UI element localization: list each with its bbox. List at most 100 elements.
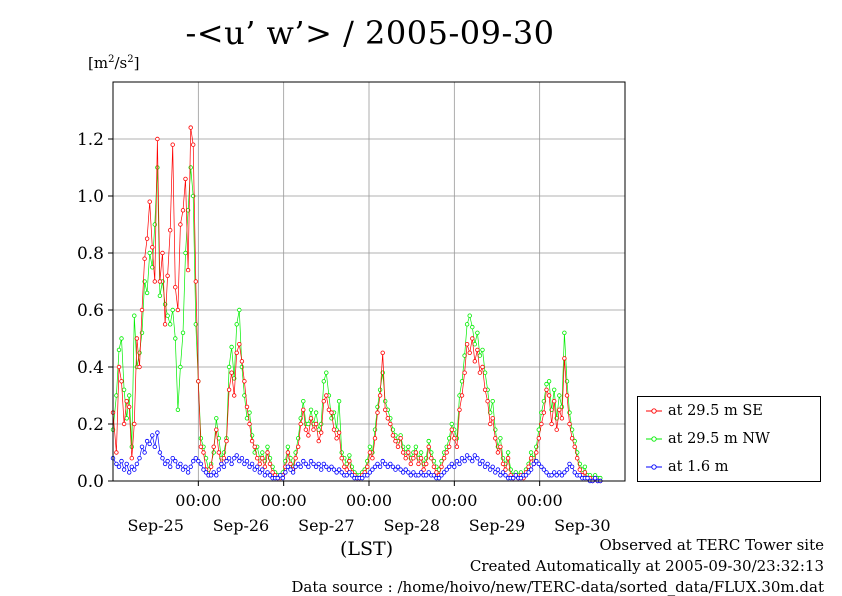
day-label: Sep-28: [383, 516, 439, 535]
data-point: [221, 456, 227, 461]
data-point: [431, 473, 437, 478]
data-point: [208, 464, 214, 469]
data-point: [214, 473, 219, 478]
data-point: [126, 470, 132, 475]
data-point: [283, 470, 288, 475]
data-point: [554, 473, 559, 478]
data-point: [249, 461, 255, 467]
data-point: [313, 410, 319, 415]
data-point: [511, 475, 516, 481]
data-point: [403, 456, 408, 461]
data-point: [393, 438, 398, 444]
data-point: [498, 436, 503, 441]
data-point: [498, 473, 503, 478]
data-point: [321, 461, 326, 467]
data-point: [170, 456, 175, 461]
y-tick-label: 0.0: [77, 472, 104, 492]
data-point: [285, 444, 291, 449]
data-point: [183, 464, 188, 469]
data-point: [400, 470, 406, 475]
data-point: [155, 165, 160, 170]
data-point: [424, 473, 429, 478]
data-point: [162, 322, 168, 327]
data-point: [134, 336, 140, 341]
data-point: [293, 464, 298, 469]
data-point: [567, 461, 572, 467]
data-point: [518, 475, 524, 481]
data-point: [185, 470, 191, 475]
data-point: [124, 416, 129, 421]
data-point: [336, 430, 342, 435]
data-point: [229, 461, 234, 467]
data-point: [296, 444, 301, 449]
data-point: [493, 436, 498, 441]
data-point: [334, 470, 339, 475]
data-point: [482, 370, 488, 375]
data-point: [503, 473, 508, 478]
data-point: [408, 473, 413, 478]
data-point: [557, 407, 562, 412]
data-point: [139, 444, 145, 449]
data-point: [549, 473, 554, 478]
data-point: [260, 467, 265, 472]
data-point: [255, 464, 260, 469]
data-point: [380, 350, 385, 355]
day-label: Sep-29: [469, 516, 525, 535]
data-point: [562, 356, 567, 361]
legend-item-nw: at 29.5 m NW: [646, 429, 770, 449]
data-point: [242, 379, 247, 384]
data-point: [385, 464, 390, 469]
data-point: [467, 313, 472, 318]
data-point: [114, 461, 119, 467]
data-point: [480, 347, 485, 353]
data-point: [231, 393, 237, 398]
data-point: [124, 461, 129, 467]
data-point: [336, 399, 342, 404]
data-point: [470, 324, 475, 330]
data-point: [390, 433, 396, 438]
data-point: [319, 430, 324, 435]
data-point: [321, 399, 326, 404]
data-point: [201, 467, 206, 472]
data-point: [464, 342, 470, 347]
data-point: [554, 427, 559, 432]
data-point: [260, 456, 265, 461]
series-0: [110, 125, 603, 484]
data-point: [564, 393, 570, 398]
data-point: [267, 473, 273, 478]
data-point: [457, 407, 462, 412]
data-point: [129, 464, 134, 469]
data-point: [150, 245, 155, 250]
data-point: [265, 444, 270, 449]
data-point: [257, 461, 262, 467]
data-point: [383, 461, 388, 467]
y-tick-label: 0.4: [77, 358, 104, 378]
data-point: [144, 236, 150, 241]
data-point: [234, 350, 239, 355]
data-point: [321, 379, 326, 384]
data-point: [582, 464, 588, 469]
data-point: [188, 464, 193, 469]
data-point: [237, 342, 242, 347]
data-point: [306, 433, 311, 438]
data-point: [575, 456, 580, 461]
legend-label-se: at 29.5 m SE: [668, 403, 763, 419]
data-point: [375, 461, 380, 467]
data-point: [188, 125, 193, 130]
data-point: [155, 136, 160, 142]
data-point: [226, 364, 232, 370]
data-point: [413, 444, 419, 449]
legend-label-low: at 1.6 m: [668, 459, 729, 475]
data-point: [482, 387, 488, 392]
data-point: [472, 453, 477, 458]
data-point: [370, 456, 375, 461]
data-point: [372, 436, 378, 441]
data-point: [347, 470, 352, 475]
data-point: [260, 450, 265, 455]
data-point: [344, 473, 349, 478]
data-point: [434, 470, 439, 475]
data-point: [147, 250, 152, 256]
data-point: [470, 336, 475, 341]
data-point: [144, 438, 150, 444]
data-point: [585, 475, 590, 481]
